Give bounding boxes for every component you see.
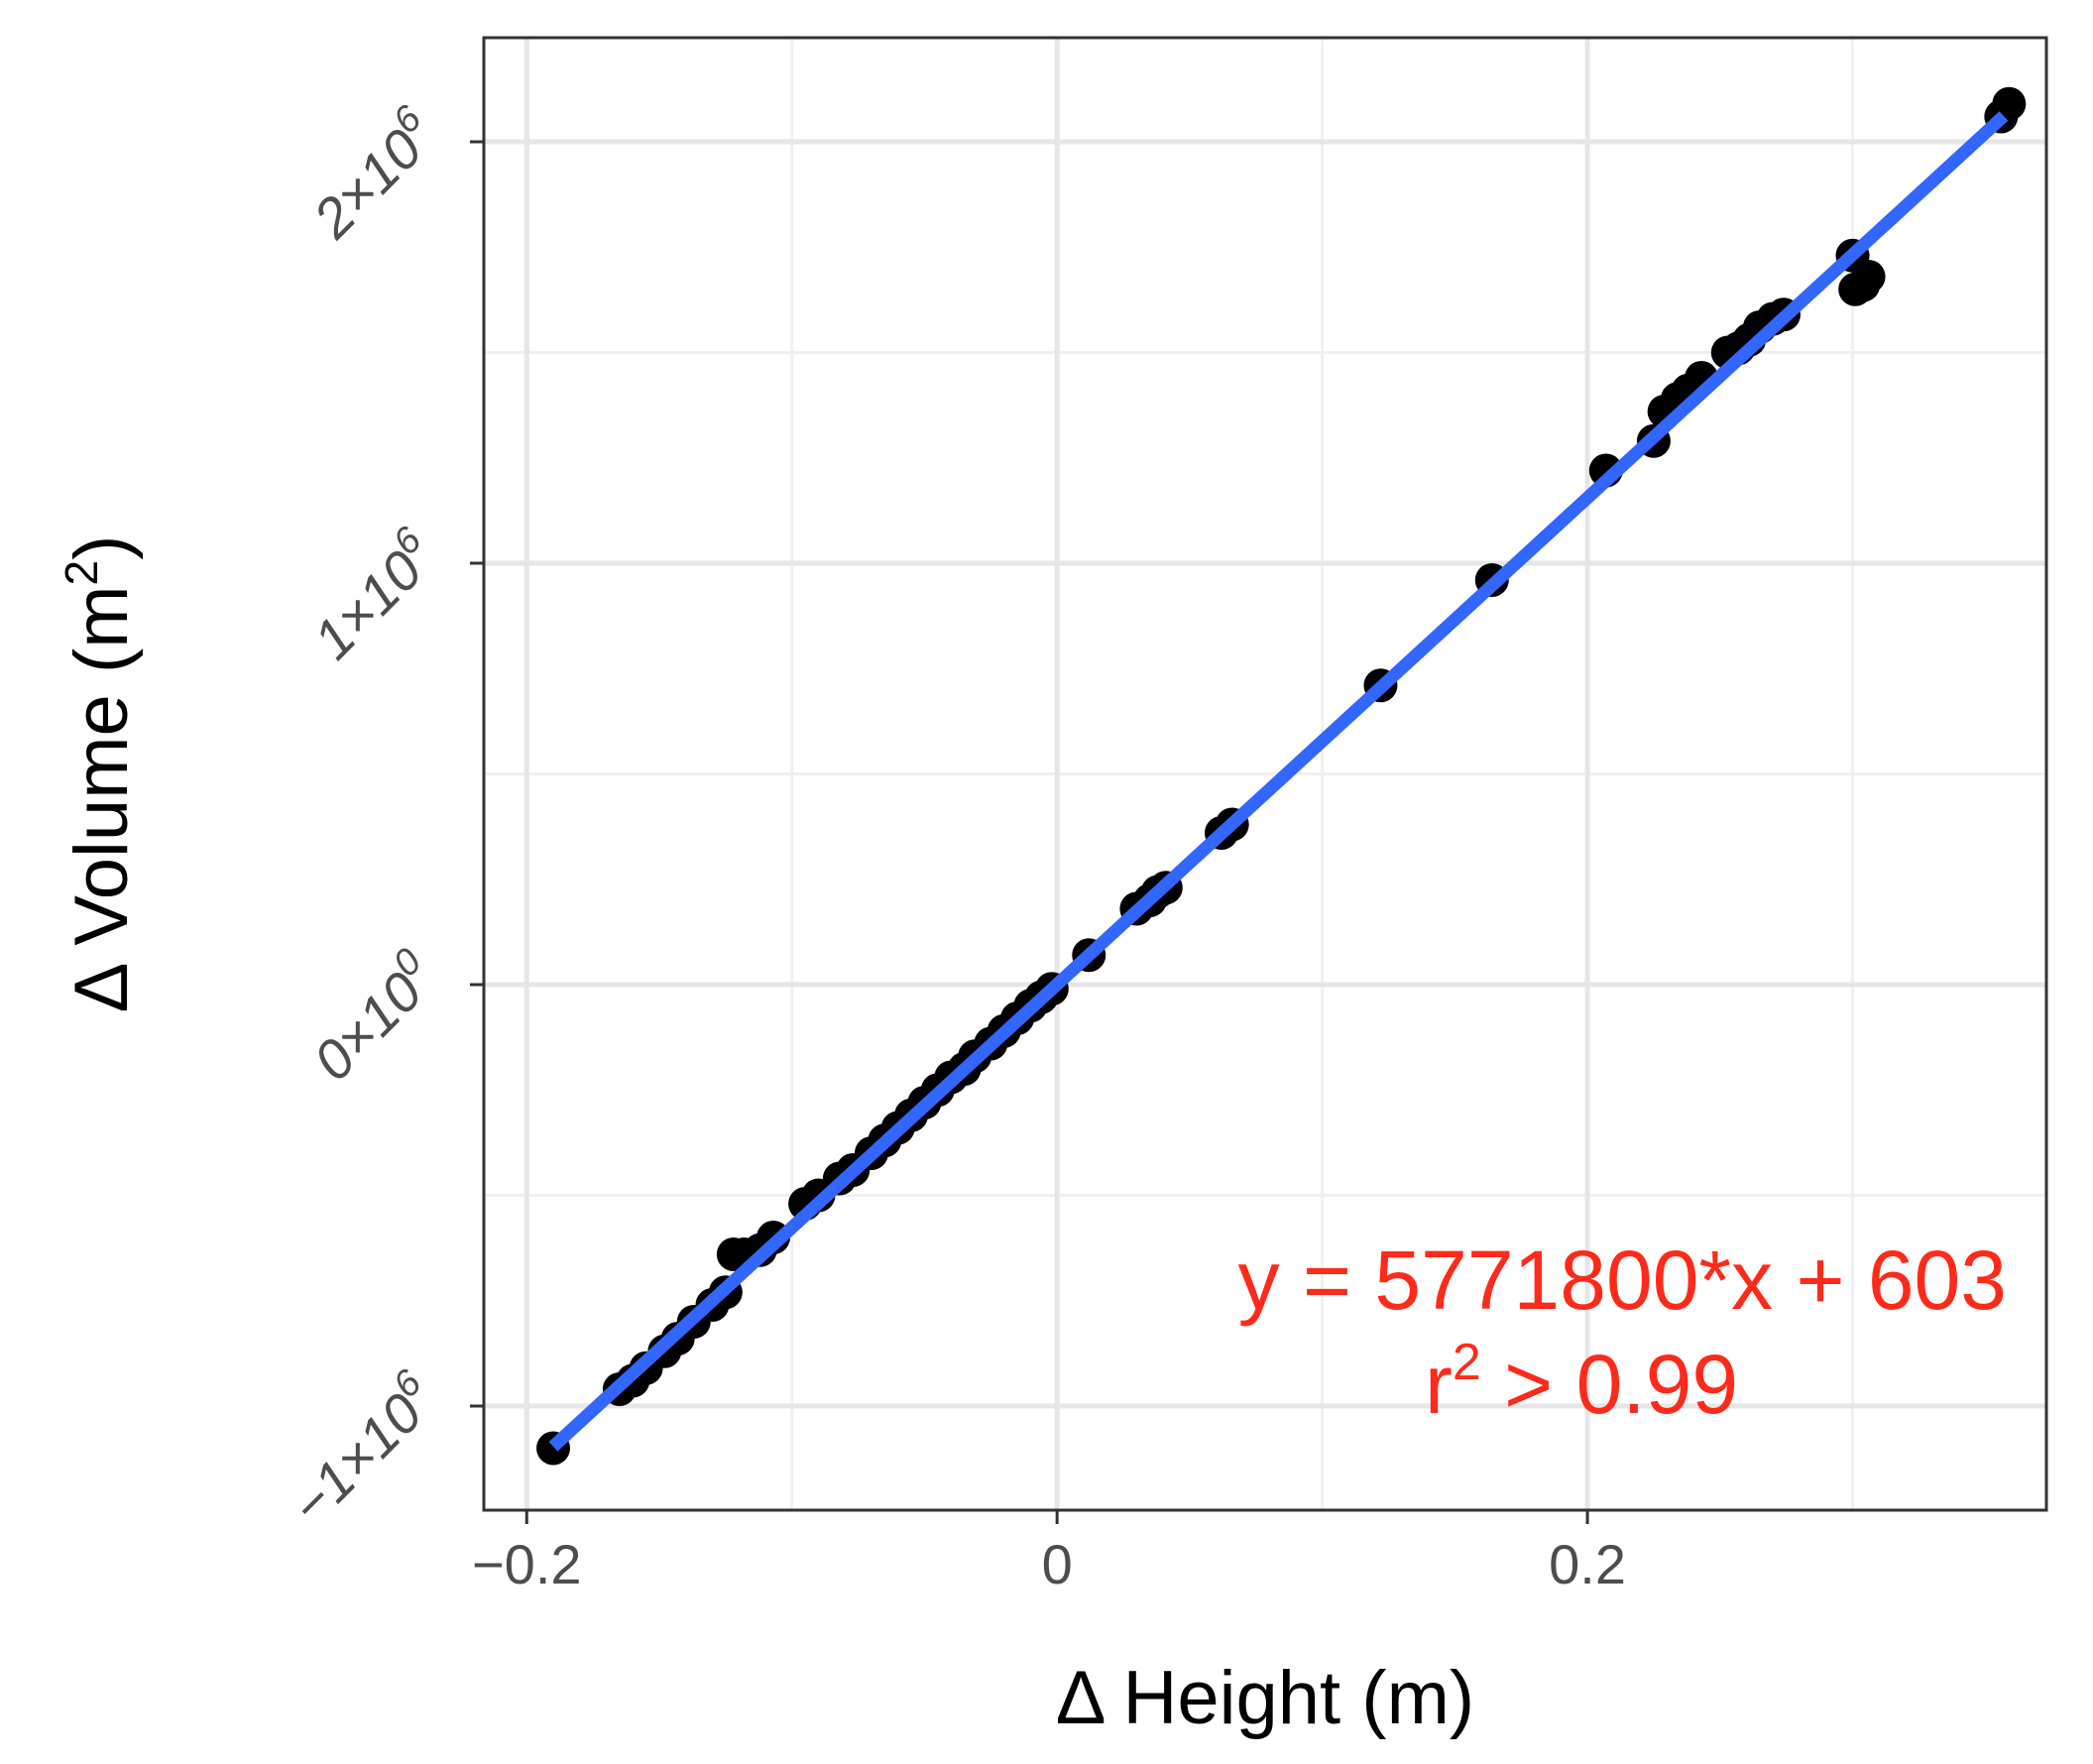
y-axis-title-close: ) (59, 535, 144, 560)
data-point (1992, 86, 2027, 121)
plot-panel-border (482, 36, 2048, 1512)
y-axis-title-sup: 2 (56, 560, 107, 586)
x-axis-ticks: −0.2 0 0.2 (472, 1510, 1626, 1595)
regression-line (548, 111, 2009, 1452)
regression-equation: y = 5771800*x + 603 (1238, 1234, 2007, 1327)
grid-lines (484, 38, 2046, 1510)
y-tick-label: 0×100 (297, 941, 449, 1093)
y-axis-title-main: Δ Volume (m (59, 585, 144, 1012)
x-tick-label: −0.2 (472, 1533, 582, 1595)
x-axis-title: Δ Height (m) (1056, 1656, 1474, 1740)
data-point (1851, 260, 1886, 294)
x-tick-label: 0 (1042, 1533, 1073, 1595)
y-tick-label: 1×106 (297, 519, 450, 671)
y-axis-ticks: −1×106 0×100 1×106 2×106 (274, 97, 484, 1537)
r-squared-prefix: r (1425, 1338, 1453, 1431)
x-tick-label: 0.2 (1549, 1533, 1626, 1595)
r-squared-label: r2 > 0.99 (1425, 1334, 1738, 1431)
y-tick-label: 2×106 (296, 97, 449, 250)
y-tick-label: −1×106 (274, 1361, 449, 1537)
y-axis-title: Δ Volume (m2) (56, 535, 144, 1013)
r-squared-suffix: > 0.99 (1481, 1338, 1738, 1431)
r-squared-sup: 2 (1453, 1334, 1481, 1391)
